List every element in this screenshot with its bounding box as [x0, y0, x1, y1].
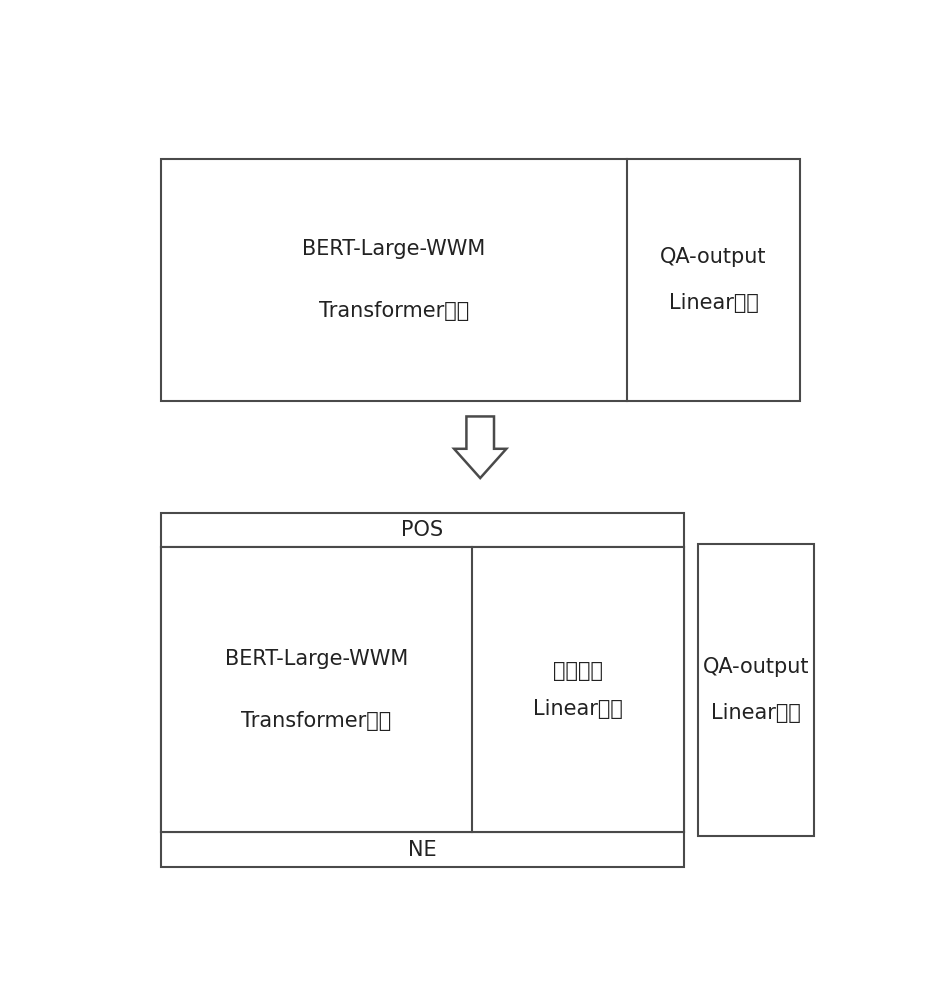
Bar [161, 547, 683, 832]
Bar [697, 544, 813, 836]
Text: Linear结构: Linear结构 [533, 699, 622, 719]
Text: 尺度变换: 尺度变换 [552, 661, 602, 681]
Text: BERT-Large-WWM: BERT-Large-WWM [302, 239, 485, 259]
Text: Linear结构: Linear结构 [667, 293, 757, 313]
Text: POS: POS [401, 520, 443, 540]
Text: Transformer结构: Transformer结构 [318, 301, 469, 321]
Text: Transformer结构: Transformer结构 [241, 711, 391, 731]
Text: NE: NE [407, 840, 436, 860]
Text: BERT-Large-WWM: BERT-Large-WWM [225, 649, 407, 669]
Text: QA-output: QA-output [660, 247, 766, 267]
Bar [161, 159, 798, 401]
Text: QA-output: QA-output [702, 657, 809, 677]
Text: Linear结构: Linear结构 [710, 703, 800, 723]
Bar [161, 513, 683, 867]
